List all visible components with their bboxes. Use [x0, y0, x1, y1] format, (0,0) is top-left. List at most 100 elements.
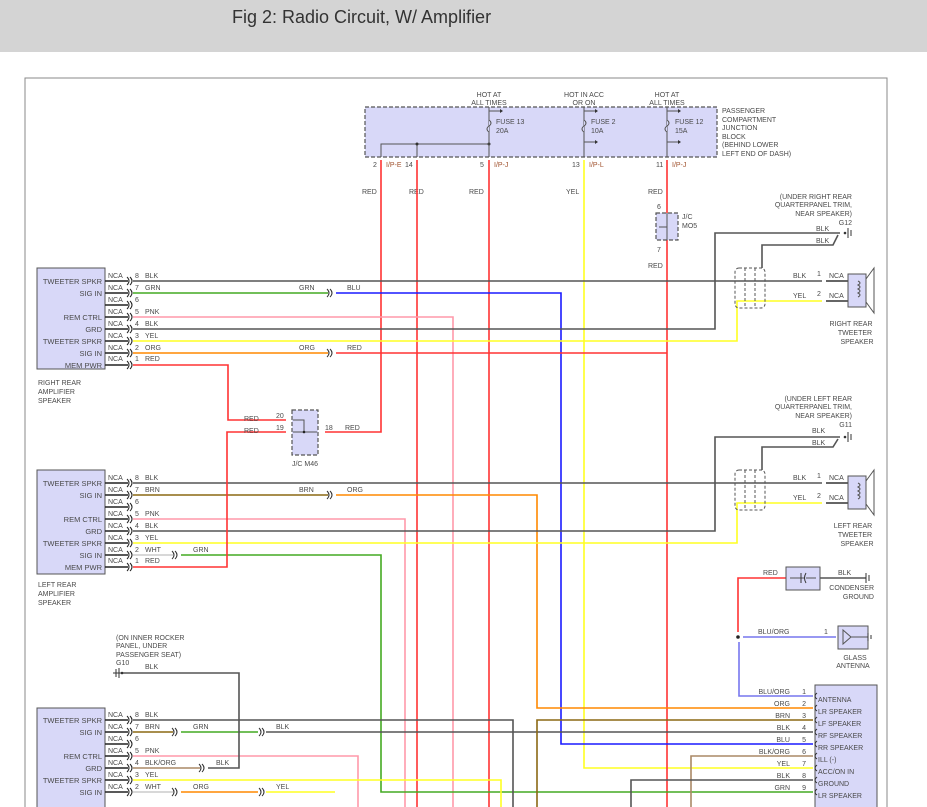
inline-connector-icon [171, 727, 178, 737]
diagram-label: BLK [793, 273, 807, 280]
connector-icon [126, 312, 133, 322]
inline-connector-icon [171, 550, 178, 560]
connector-icon [126, 300, 133, 310]
wire-radio-antenna [738, 642, 813, 697]
diagram-label: 5 [135, 748, 139, 755]
wire-rr-tweeter-yel [133, 300, 822, 342]
diagram-label: BLK [145, 664, 159, 671]
diagram-label: NCA [108, 748, 123, 755]
radio-pin-number: 5 [802, 737, 806, 744]
diagram-label: BLK [145, 712, 159, 719]
diagram-label: BLK [816, 238, 830, 245]
diagram-label: BLK/ORG [145, 760, 176, 767]
diagram-label: QUARTERPANEL TRIM, [775, 202, 852, 209]
connector-icon [126, 526, 133, 536]
component-name: AMPLIFIER [38, 591, 75, 598]
diagram-label: 4 [135, 321, 139, 328]
diagram-label: NCA [108, 345, 123, 352]
coil-icon [856, 280, 861, 298]
diagram-label: TWEETER SPKR [43, 277, 103, 286]
radio-pin-number: 4 [802, 725, 806, 732]
fuse-name: FUSE 13 [496, 119, 525, 126]
diagram-label: 7 [135, 724, 139, 731]
connector-icon [126, 763, 133, 773]
radio-wire-color: BLK [777, 773, 791, 780]
connector-icon [126, 276, 133, 286]
figure-title: Fig 2: Radio Circuit, W/ Amplifier [232, 7, 492, 27]
wire-color-label: RED [345, 425, 360, 432]
diagram-label: ORG [299, 345, 315, 352]
diagram-label: TWEETER SPKR [43, 776, 103, 785]
diagram-label: 2 [135, 784, 139, 791]
connector-icon [126, 538, 133, 548]
diagram-label: 2 [817, 493, 821, 500]
diagram-label: TWEETER SPKR [43, 716, 103, 725]
antenna-icon [842, 628, 852, 646]
diagram-label: ANTENNA [836, 663, 870, 670]
diagram-label: NCA [108, 297, 123, 304]
diagram-label: GRN [193, 724, 209, 731]
connector-id: I/P-J [494, 162, 508, 169]
jc-label: J/C M46 [292, 461, 318, 468]
fuse-block: HOT AT ALL TIMES HOT IN ACC OR ON HOT AT… [362, 92, 791, 196]
diagram-label: BLU/ORG [758, 629, 790, 636]
diagram-label: 7 [135, 285, 139, 292]
fuse-block-label: COMPARTMENT [722, 117, 777, 124]
radio-wire-color: ORG [774, 701, 790, 708]
diagram-label: GRN [299, 285, 315, 292]
diagram-label: SPEAKER [840, 541, 873, 548]
shield-icon [734, 469, 766, 511]
fuse-block-label: PASSENGER [722, 108, 765, 115]
diagram-label: REM CTRL [64, 515, 102, 524]
wire-red-fuse13-m46 [325, 160, 382, 433]
diagram-label: MEM PWR [65, 361, 103, 370]
diagram-label: GRD [85, 325, 102, 334]
speaker-cone-icon [865, 468, 875, 517]
diagram-label: LEFT REAR [834, 523, 872, 530]
shield-icon [734, 267, 766, 309]
connector-icon [126, 787, 133, 797]
diagram-label: NCA [108, 547, 123, 554]
wire-rr-rem-pnk [133, 316, 454, 807]
jc-label: MO5 [682, 223, 697, 230]
connector-icon [814, 740, 818, 748]
radio-wire-color: BRN [775, 713, 790, 720]
pin-number: 19 [276, 425, 284, 432]
diagram-label: 6 [135, 736, 139, 743]
fuse-hot-label: HOT AT [477, 92, 502, 99]
fuse-hot-label: ALL TIMES [649, 100, 685, 107]
diagram-label: 4 [135, 523, 139, 530]
diagram-label: NCA [108, 772, 123, 779]
junction-connector-m46: RED 20 RED 19 18 RED J/C M46 [244, 409, 360, 468]
wire-radio-ill-blkorg [690, 755, 813, 807]
diagram-label: NCA [108, 784, 123, 791]
diagram-label: BLK [216, 760, 230, 767]
diagram-border [24, 77, 888, 807]
connector-icon [814, 704, 818, 712]
right-rear-tweeter-speaker: (UNDER RIGHT REAR QUARTERPANEL TRIM, NEA… [734, 194, 875, 346]
wire-g11-shield [761, 438, 839, 470]
diagram-label: BLK [812, 440, 826, 447]
coil-icon [856, 482, 861, 500]
fuse-rating: 15A [675, 128, 688, 135]
diagram-label: 8 [135, 712, 139, 719]
diagram-label: NEAR SPEAKER) [795, 211, 852, 218]
pin-number: 20 [276, 413, 284, 420]
fuse-hot-label: HOT IN ACC [564, 92, 604, 99]
diagram-label: RIGHT REAR [829, 321, 872, 328]
diagram-label: 3 [135, 772, 139, 779]
right-rear-amplifier-speaker: TWEETER SPKR SIG IN REM CTRL GRD TWEETER… [36, 267, 362, 405]
connectors [105, 276, 333, 797]
fuse-block-label: (BEHIND LOWER [722, 142, 778, 149]
wire-yel-acc [583, 160, 813, 769]
connector-icon [814, 692, 818, 700]
radio-pin-function: LR SPEAKER [818, 709, 862, 716]
diagram-label: SIG IN [79, 728, 102, 737]
diagram-label: RED [145, 558, 160, 565]
connector-icon [126, 751, 133, 761]
diagram-label: BLK [145, 523, 159, 530]
diagram-label: REM CTRL [64, 752, 102, 761]
diagram-label: YEL [145, 535, 158, 542]
wire-color-label: RED [244, 428, 259, 435]
